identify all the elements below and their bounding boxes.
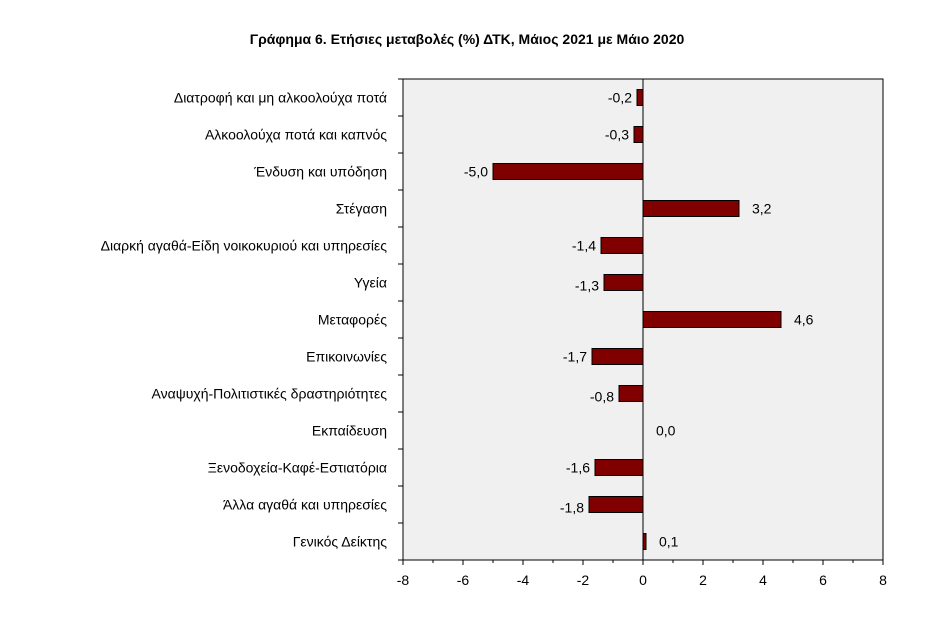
value-label: -1,8 [560,500,584,516]
category-label: Ένδυση και υπόδηση [253,164,387,180]
category-label: Μεταφορές [318,312,387,328]
value-label: 0,1 [659,534,679,550]
x-tick-label: -6 [457,572,470,588]
x-axis [398,78,884,565]
category-label: Υγεία [354,275,387,291]
labels-layer: Διατροφή και μη αλκοολούχα ποτά -0,2 Αλκοο… [101,90,887,589]
category-label: Αλκοολούχα ποτά και καπνός [205,127,387,143]
bar [594,459,644,476]
bar [618,385,644,402]
category-label: Επικοινωνίες [306,349,387,365]
value-label: -1,7 [563,349,587,365]
x-tick-label: -2 [577,572,590,588]
value-label: -5,0 [464,164,488,180]
bar [588,496,644,513]
bar [642,200,740,217]
value-label: 4,6 [794,312,814,328]
x-tick-label: 6 [819,572,827,588]
category-label: Ξενοδοχεία-Καφέ-Εστιατόρια [208,460,387,476]
value-label: -0,3 [605,127,629,143]
bar [633,126,644,143]
x-tick-label: 4 [759,572,767,588]
value-label: -1,3 [575,278,599,294]
bar [600,237,644,254]
bars-layer [492,89,782,550]
category-label: Στέγαση [336,201,387,217]
value-label: -1,6 [566,460,590,476]
category-label: Άλλα αγαθά και υπηρεσίες [223,497,387,513]
value-label: -0,8 [590,389,614,405]
category-label: Αναψυχή-Πολιτιστικές δραστηριότητες [152,386,388,402]
bar [591,348,644,365]
category-label: Διαρκή αγαθά-Είδη νοικοκυριού και υπηρεσ… [101,238,388,254]
category-label: Διατροφή και μη αλκοολούχα ποτά [174,90,387,106]
bar [642,311,782,328]
bar [492,163,644,180]
category-label: Εκπαίδευση [312,423,387,439]
x-tick-label: -4 [517,572,530,588]
category-label: Γενικός Δείκτης [293,534,388,550]
chart-title: Γράφημα 6. Ετήσιες μεταβολές (%) ΔΤΚ, Μά… [249,31,685,47]
x-tick-label: -8 [397,572,410,588]
bar [603,274,644,291]
value-label: -1,4 [572,238,596,254]
value-label: 3,2 [752,201,772,217]
x-tick-label: 0 [639,572,647,588]
value-label: 0,0 [656,423,676,439]
x-tick-label: 8 [879,572,887,588]
bar [636,89,644,106]
x-tick-label: 2 [699,572,707,588]
value-label: -0,2 [608,90,632,106]
